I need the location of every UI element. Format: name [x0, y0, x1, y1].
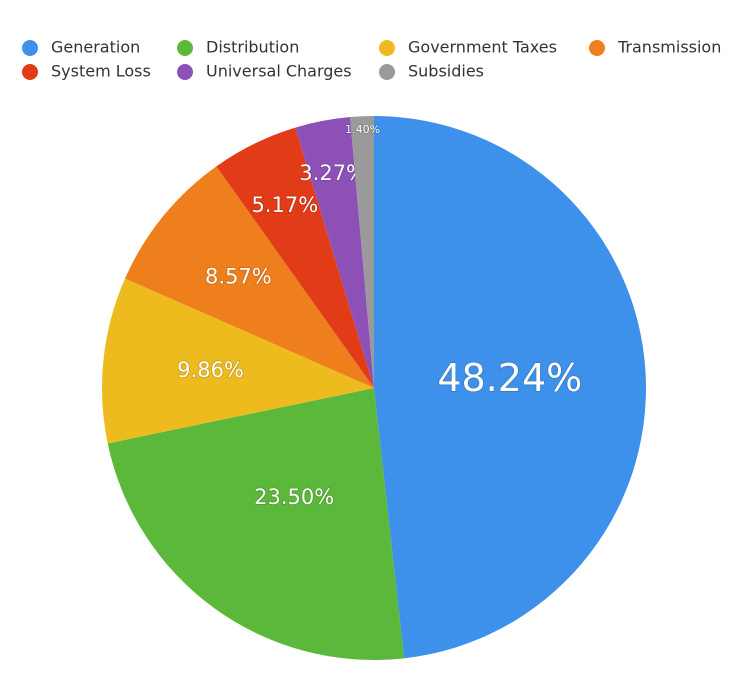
pie-slice — [102, 278, 374, 444]
pie-slice — [350, 116, 374, 388]
legend-label: Transmission — [617, 38, 721, 57]
pie-slice — [124, 166, 374, 388]
value-label: 9.86% — [177, 358, 244, 382]
legend-label: Universal Charges — [206, 62, 352, 81]
value-label: 8.57% — [205, 265, 272, 289]
legend-label: Subsidies — [408, 62, 484, 81]
legend-label: Distribution — [206, 38, 299, 57]
value-label: 23.50% — [254, 485, 334, 509]
legend-swatch — [177, 64, 193, 80]
legend-swatch — [379, 64, 395, 80]
legend-swatch — [22, 40, 38, 56]
pie-slice — [374, 116, 647, 659]
legend-swatch — [379, 40, 395, 56]
pie-slice — [107, 388, 405, 660]
legend-label: Government Taxes — [408, 38, 557, 57]
pie-slice — [216, 127, 374, 388]
value-label: 5.17% — [251, 193, 318, 217]
pie-slice — [295, 117, 374, 388]
value-label: 1.40% — [345, 123, 380, 136]
legend-swatch — [589, 40, 605, 56]
legend-swatch — [22, 64, 38, 80]
legend-label: System Loss — [51, 62, 151, 81]
legend-swatch — [177, 40, 193, 56]
value-label: 48.24% — [437, 356, 582, 400]
legend-label: Generation — [51, 38, 140, 57]
